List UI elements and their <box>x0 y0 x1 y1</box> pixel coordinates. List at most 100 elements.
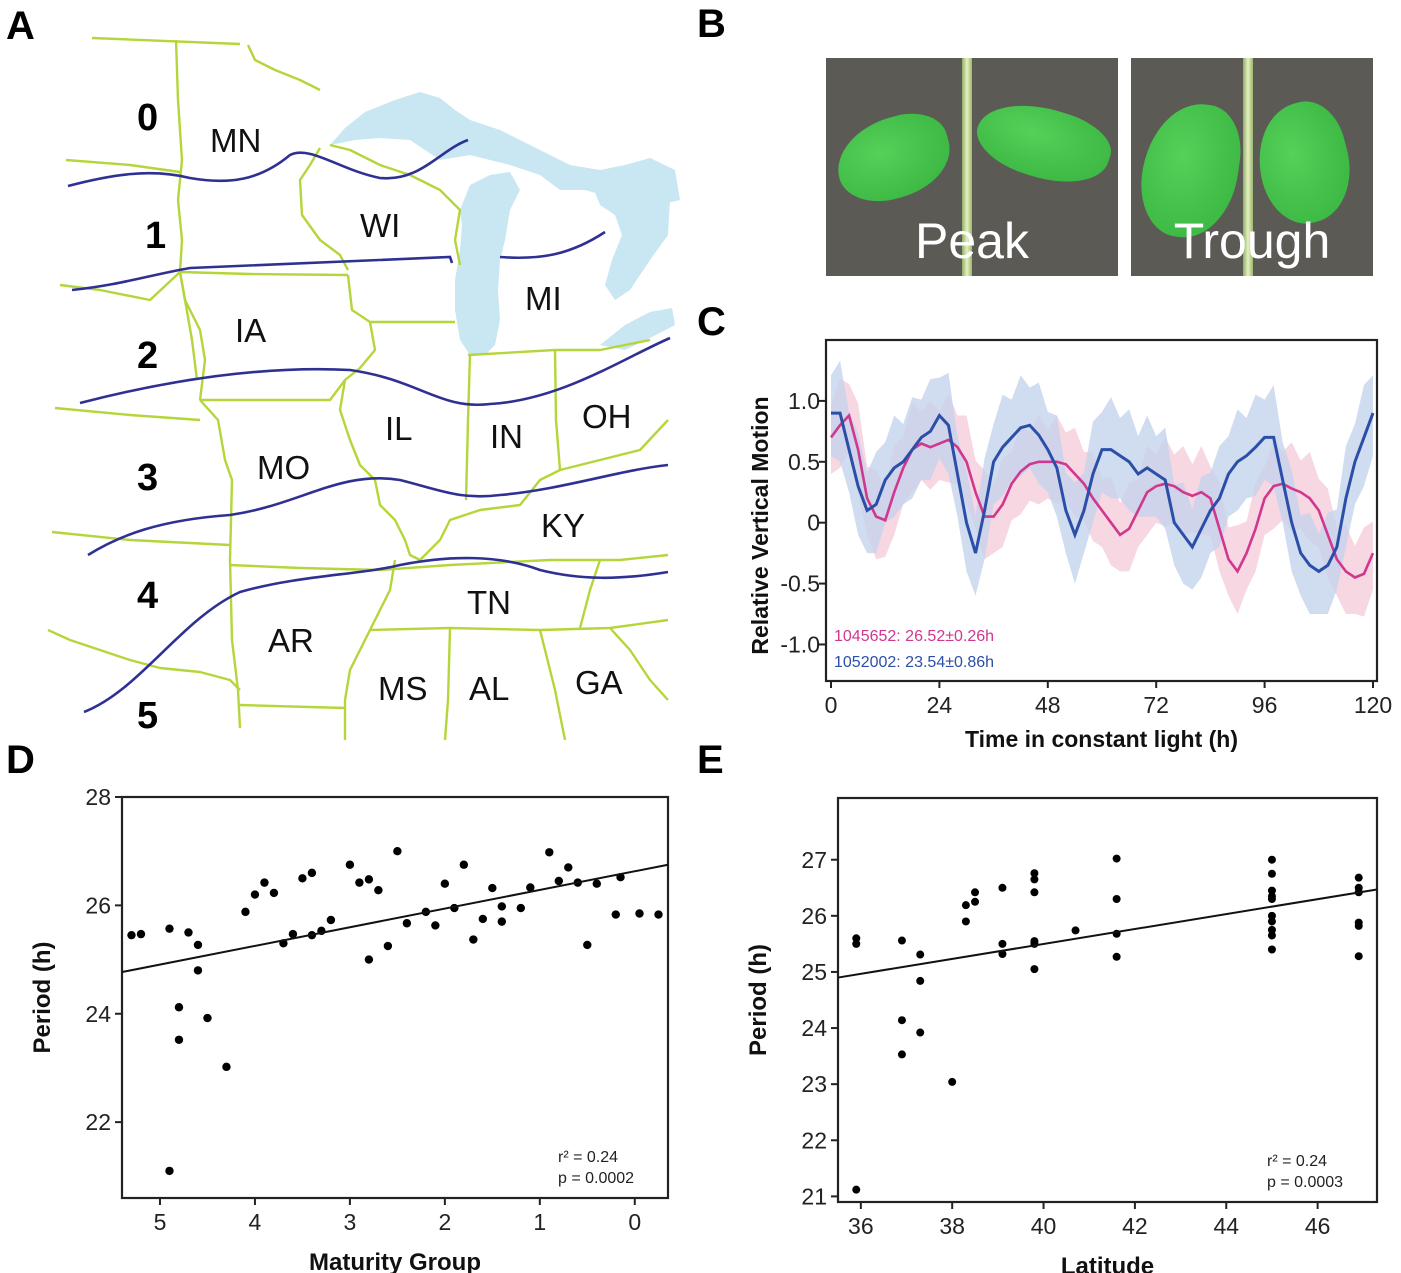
data-point <box>260 878 269 887</box>
leaf-right <box>968 88 1118 198</box>
data-point <box>364 955 374 964</box>
state-labels: MN WI MI IA IL IN OH MO KY TN AR MS AL G… <box>210 122 632 707</box>
y-axis-label: Period (h) <box>745 944 772 1056</box>
regression-line <box>837 888 1378 979</box>
x-axis-label: Maturity Group <box>309 1249 481 1273</box>
lake-huron <box>590 175 670 300</box>
state-label: MN <box>210 122 261 159</box>
y-tick-label: 23 <box>801 1071 827 1097</box>
data-point <box>611 910 620 919</box>
data-point <box>440 879 450 888</box>
photo-trough: Trough <box>1131 58 1373 276</box>
state-label: TN <box>467 584 511 621</box>
data-point <box>469 935 478 944</box>
data-point <box>497 902 507 911</box>
data-point <box>897 1050 906 1059</box>
data-point <box>1267 925 1276 934</box>
stem <box>1243 58 1253 276</box>
x-tick-label: 40 <box>1031 1213 1057 1239</box>
zone-label: 5 <box>137 695 158 737</box>
x-tick-label: 4 <box>249 1209 262 1235</box>
data-point <box>1267 945 1276 954</box>
maturity-zone-lines <box>67 138 671 714</box>
legend-entry: 1052002: 23.54±0.86h <box>834 654 994 671</box>
r-squared-annotation: r² = 0.24 <box>558 1149 618 1166</box>
y-axis-label: Relative Vertical Motion <box>747 396 773 654</box>
chart-e-latitude: 36 38 40 42 44 46 27 26 25 24 23 22 21 Latitude Period… <box>745 796 1379 1273</box>
data-point <box>1267 855 1276 864</box>
data-point <box>174 1035 184 1044</box>
data-point <box>364 875 374 884</box>
y-tick-label: 21 <box>801 1183 827 1209</box>
state-label: IN <box>490 418 523 455</box>
y-tick-label: 27 <box>801 847 827 873</box>
y-tick-label: -0.5 <box>780 571 820 597</box>
state-label: GA <box>575 664 623 701</box>
data-point <box>998 883 1007 892</box>
data-point <box>326 915 336 925</box>
data-point <box>459 860 469 869</box>
x-tick-label: 44 <box>1213 1213 1239 1239</box>
data-point <box>897 936 906 945</box>
data-point <box>564 863 573 872</box>
x-tick-label: 96 <box>1252 692 1278 718</box>
data-point <box>852 939 861 948</box>
leaf-left <box>827 104 960 212</box>
data-point <box>193 966 203 975</box>
data-point <box>1030 965 1039 974</box>
x-tick-label: 0 <box>628 1209 641 1235</box>
data-point <box>1112 854 1121 863</box>
x-axis-label: Time in constant light (h) <box>965 726 1238 752</box>
x-axis-label: Latitude <box>1061 1253 1154 1273</box>
data-point <box>554 876 563 886</box>
data-point <box>1354 921 1363 930</box>
data-point <box>1354 873 1363 882</box>
data-point <box>402 919 412 928</box>
lake-michigan <box>455 172 520 355</box>
data-point <box>478 914 488 924</box>
state-label: MS <box>378 670 428 707</box>
data-point <box>654 910 663 919</box>
state-label: KY <box>541 507 585 544</box>
data-point <box>1112 952 1121 961</box>
data-point <box>971 897 980 906</box>
y-tick-label: 1.0 <box>788 388 820 414</box>
lake-superior <box>330 92 680 205</box>
data-point <box>545 848 554 857</box>
series-line-1052002 <box>831 411 1375 574</box>
x-tick-label: 72 <box>1143 692 1169 718</box>
data-point <box>516 903 526 913</box>
data-point <box>269 888 279 898</box>
legend-entry: 1045652: 26.52±0.26h <box>834 628 994 645</box>
zone-label: 0 <box>137 97 158 139</box>
x-tick-label: 0 <box>825 692 838 718</box>
data-point <box>431 921 440 930</box>
y-tick-label: 22 <box>801 1127 827 1153</box>
data-point <box>916 1028 925 1037</box>
data-point <box>897 1016 906 1025</box>
zone-line-1-2 <box>71 230 606 292</box>
state-label: OH <box>582 398 632 435</box>
x-tick-label: 1 <box>533 1209 546 1235</box>
state-label: IA <box>235 312 266 349</box>
y-tick-label: 24 <box>801 1015 827 1041</box>
state-label: IL <box>385 410 413 447</box>
x-tick-label: 42 <box>1122 1213 1148 1239</box>
y-tick-label: 25 <box>801 959 827 985</box>
panel-letter-c: C <box>697 300 726 344</box>
data-point <box>916 976 925 985</box>
data-point <box>961 917 970 926</box>
error-band-1045652 <box>831 378 1373 617</box>
data-point <box>174 1003 184 1012</box>
state-label: MO <box>257 449 310 486</box>
y-tick-label: 0 <box>807 510 820 536</box>
data-point <box>165 924 174 933</box>
panel-letter-a: A <box>6 4 35 48</box>
stem <box>962 58 972 276</box>
panel-letter-e: E <box>697 738 724 782</box>
data-point <box>127 930 136 940</box>
data-point <box>1112 895 1121 903</box>
zone-label: 4 <box>137 575 158 617</box>
y-tick-label: 24 <box>85 1001 111 1027</box>
x-tick-label: 2 <box>438 1209 451 1235</box>
